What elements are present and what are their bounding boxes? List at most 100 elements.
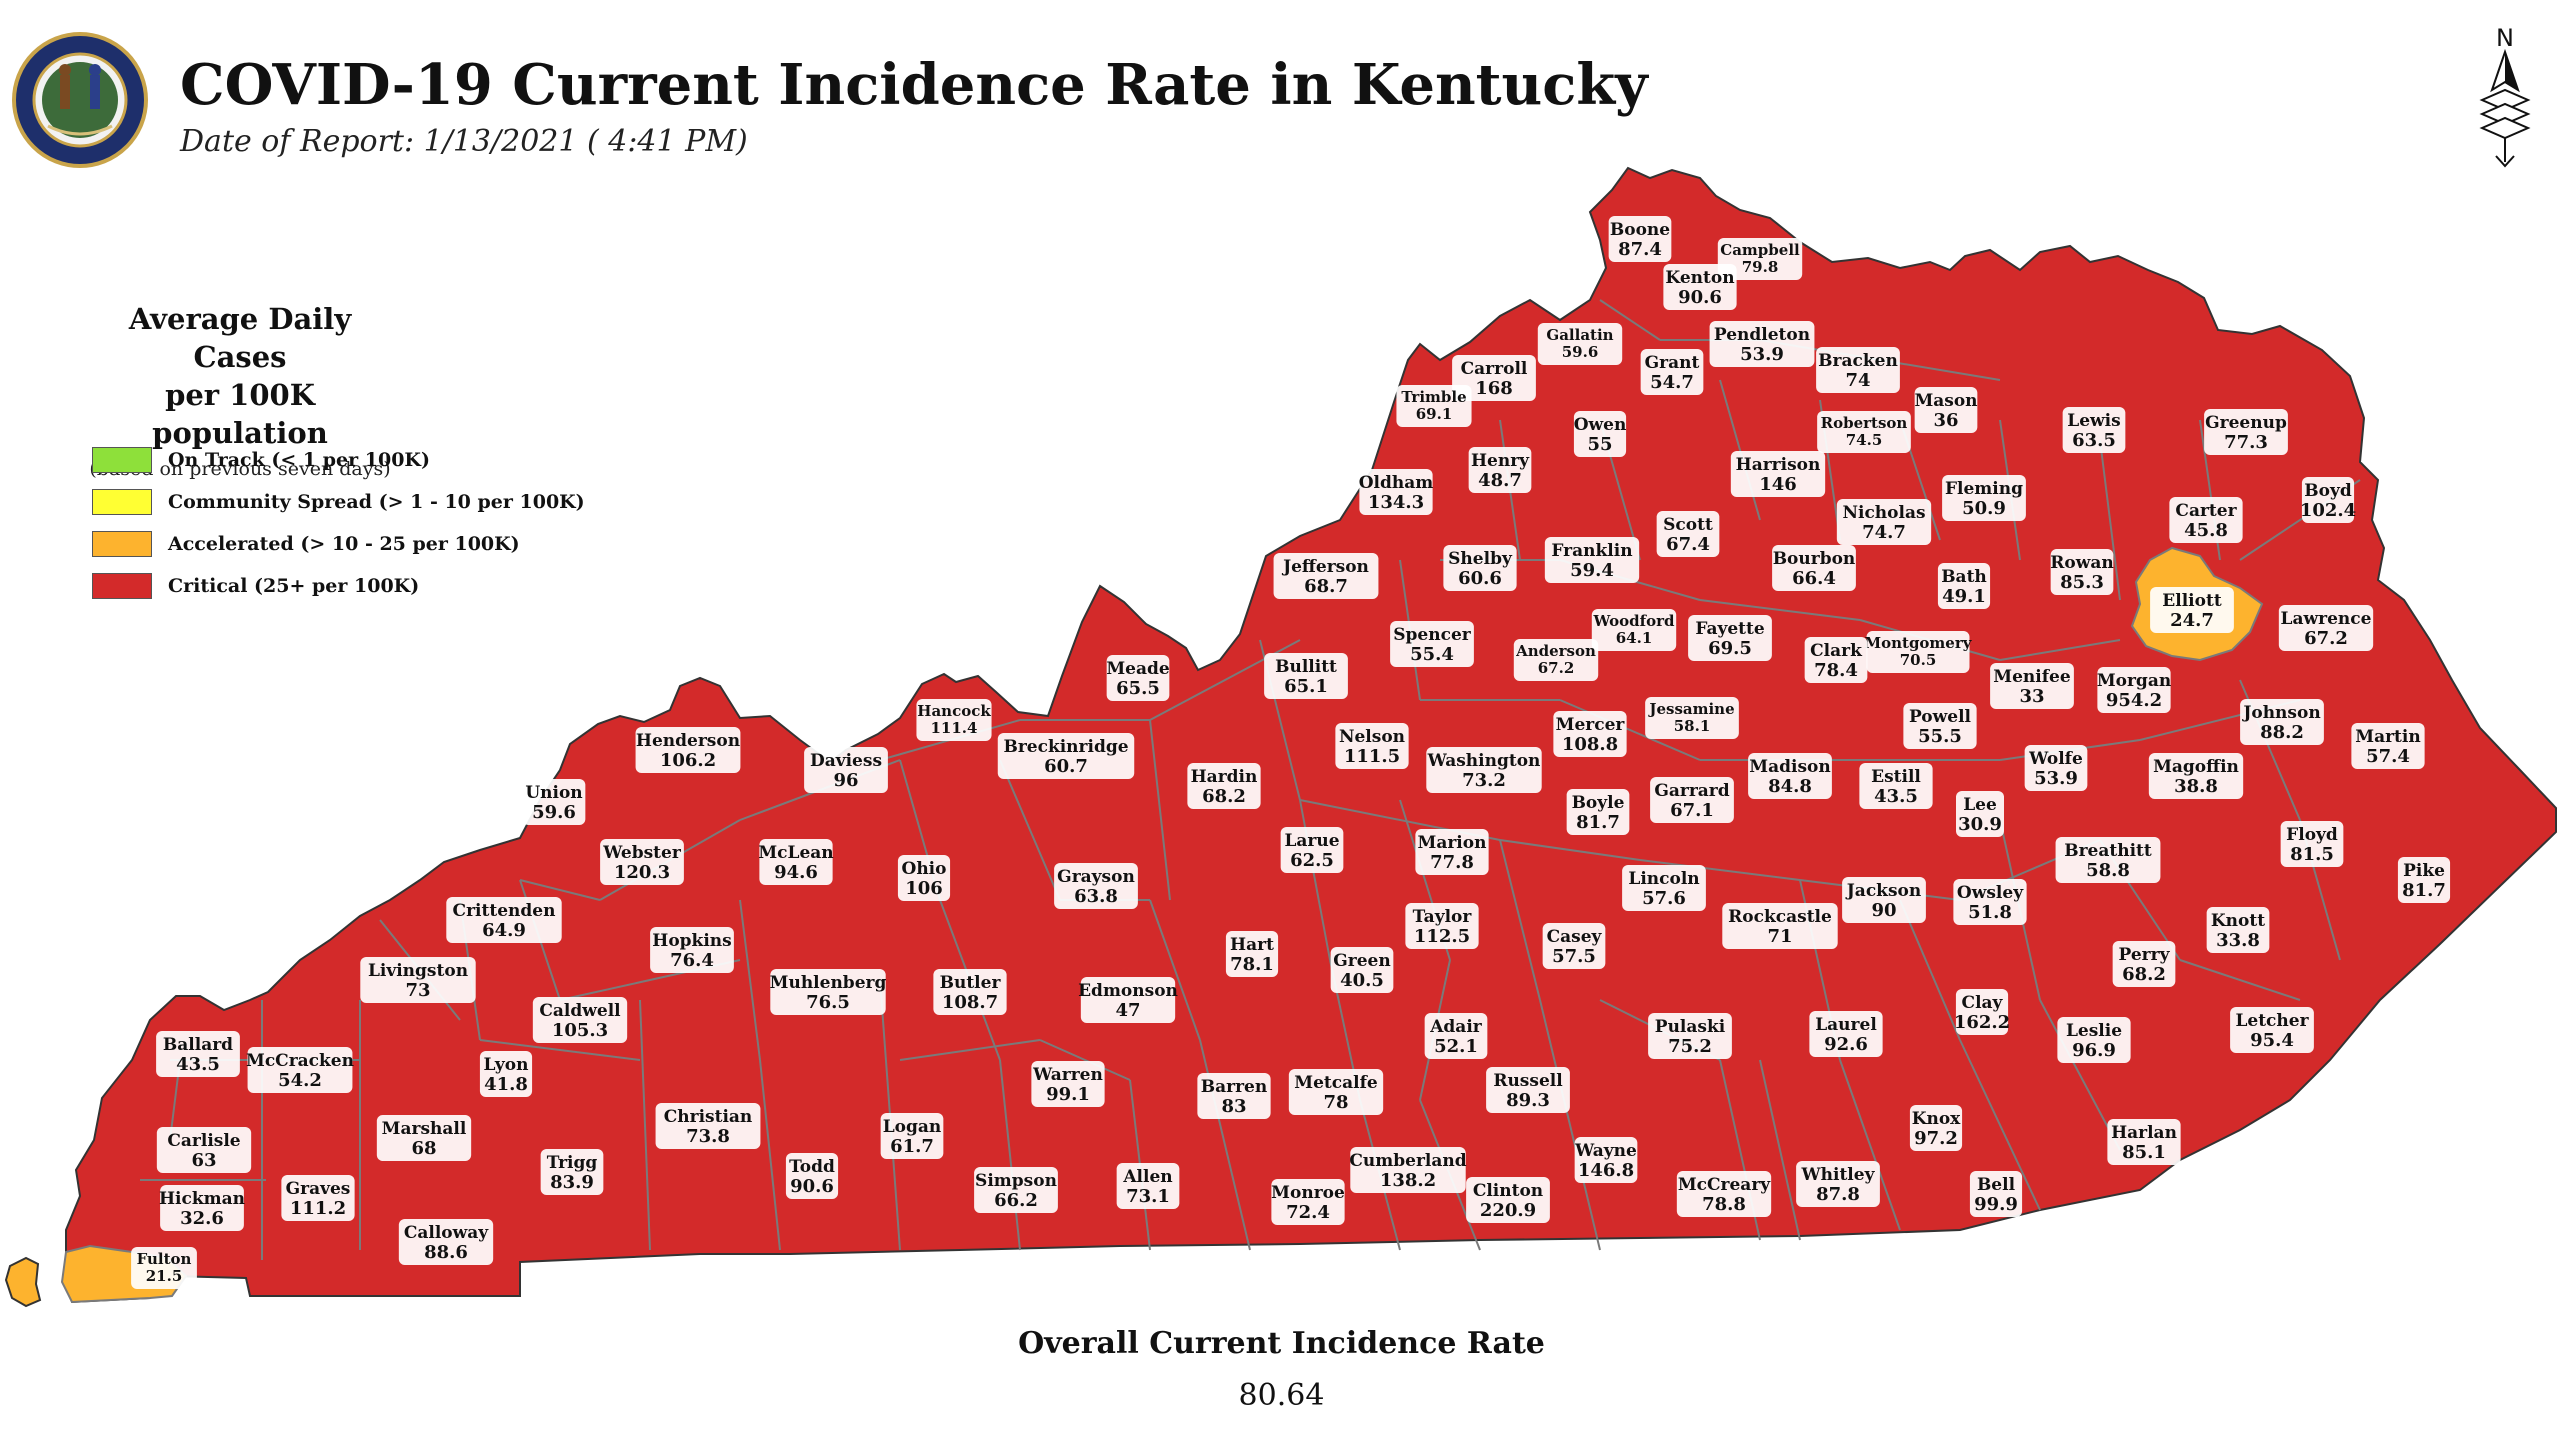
county-label-bg (2351, 723, 2425, 769)
county-label-bg (804, 747, 888, 793)
county-name: Boone (1610, 220, 1670, 240)
county-rate: 112.5 (1414, 926, 1470, 947)
county-boundary (1759, 1059, 1801, 1241)
legend-label: Accelerated (> 10 - 25 per 100K) (168, 533, 520, 555)
county-rate: 55 (1587, 434, 1612, 455)
county-rate: 63.8 (1074, 886, 1118, 907)
county-label-bg (1608, 216, 1672, 262)
county-label-bg (1663, 264, 1737, 310)
county-rate: 120.3 (614, 862, 670, 883)
county-label-bg (2150, 587, 2234, 633)
county-name: Estill (1871, 767, 1921, 787)
county-rate: 76.4 (670, 950, 714, 971)
county-rate: 81.5 (2290, 844, 2334, 865)
county-rate: 53.9 (2034, 768, 2078, 789)
county-label-bg (1676, 1171, 1772, 1217)
county-name: Union (525, 783, 582, 803)
county-rate: 78 (1323, 1092, 1348, 1113)
county-label-bg (1054, 863, 1138, 909)
county-label-bg (1080, 977, 1176, 1023)
county-rate: 83.9 (550, 1172, 594, 1193)
county-label-bg (540, 1149, 604, 1195)
county-name: Todd (789, 1157, 835, 1177)
county-name: Bullitt (1275, 657, 1337, 677)
county-label-bg (759, 839, 833, 885)
county-label-bg (2206, 907, 2270, 953)
county-label-bg (479, 1051, 533, 1097)
county-name: Hopkins (652, 931, 731, 951)
county-name: Rockcastle (1728, 907, 1832, 927)
county-label-bg (1466, 1177, 1550, 1223)
county-rate: 38.8 (2174, 776, 2218, 797)
county-name: McLean (758, 843, 833, 863)
kentucky-outline (65, 166, 2557, 1304)
county-label-bg (2397, 857, 2451, 903)
county-label-bg (1468, 447, 1532, 493)
county-label-bg (2107, 1119, 2181, 1165)
north-label: N (2496, 24, 2514, 52)
county-name: Simpson (975, 1171, 1057, 1191)
legend-item-accelerated: Accelerated (> 10 - 25 per 100K) (92, 530, 520, 558)
county-name: Powell (1909, 707, 1972, 727)
county-label-bg (1836, 499, 1932, 545)
county-label-bg (2240, 699, 2324, 745)
county-label-bg (1264, 653, 1348, 699)
county-rate: 67.1 (1670, 800, 1714, 821)
county-name: Trimble (1401, 388, 1466, 406)
county-name: Marion (1418, 833, 1487, 853)
legend-swatch-on-track (92, 447, 152, 473)
county-name: Metcalfe (1294, 1073, 1378, 1093)
county-label-bg (522, 779, 586, 825)
county-rate: 52.1 (1434, 1036, 1478, 1057)
county-label-bg (2024, 745, 2088, 791)
county-rate: 64.1 (1616, 629, 1653, 647)
county-name: Grant (1645, 353, 1700, 373)
county-boundary (2179, 959, 2301, 1001)
county-name: Pulaski (1655, 1017, 1726, 1037)
county-label-bg (1591, 609, 1677, 651)
county-name: Madison (1749, 757, 1830, 777)
county-rate: 111.2 (290, 1198, 346, 1219)
county-rate: 50.9 (1962, 498, 2006, 519)
county-label-bg (1796, 1161, 1880, 1207)
county-name: Fleming (1945, 479, 2023, 499)
county-label-bg (1486, 1067, 1570, 1113)
county-name: Muhlenberg (770, 973, 887, 993)
county-name: Lincoln (1628, 869, 1699, 889)
legend-note: (based on previous seven days) (89, 458, 391, 480)
county-name: Clark (1810, 641, 1863, 661)
county-label-bg (2204, 409, 2288, 455)
county-label-bg (1537, 323, 1623, 365)
county-rate: 69.1 (1416, 405, 1453, 423)
county-boundary (2039, 999, 2121, 1151)
county-name: Morgan (2097, 671, 2171, 691)
county-rate: 88.6 (424, 1242, 468, 1263)
county-label-bg (1330, 947, 1394, 993)
county-name: Larue (1284, 831, 1339, 851)
legend-label: Critical (25+ per 100K) (168, 575, 420, 597)
county-name: Gallatin (1546, 326, 1613, 344)
county-name: Montgomery (1865, 634, 1973, 652)
county-name: Henry (1471, 451, 1530, 471)
county-label-bg (156, 1031, 240, 1077)
county-rate: 108.8 (1562, 734, 1618, 755)
